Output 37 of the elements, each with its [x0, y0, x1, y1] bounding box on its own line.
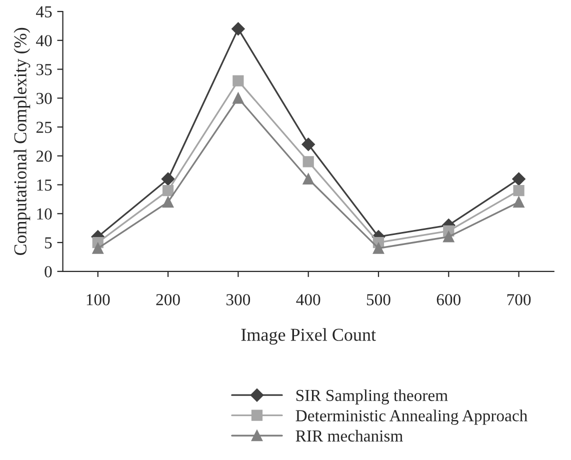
point [161, 172, 175, 186]
point [302, 138, 315, 151]
point [443, 231, 454, 242]
point [162, 184, 174, 196]
x-tick-label: 500 [366, 294, 390, 306]
x-tick-label: 700 [507, 294, 531, 306]
point [302, 173, 314, 185]
x-axis-title: Image Pixel Count [241, 328, 376, 345]
y-tick-label: 25 [36, 122, 52, 133]
point [513, 196, 524, 208]
point [232, 75, 244, 86]
legend-label: Deterministic Annealing Approach [296, 410, 528, 425]
y-tick-label: 5 [45, 237, 52, 248]
x-tick-label: 600 [436, 294, 461, 306]
legend-label: RIR mechanism [296, 430, 403, 442]
y-tick-label: 40 [36, 35, 52, 46]
y-tick-label: 35 [36, 64, 52, 76]
legend-label: SIR Sampling theorem [296, 389, 448, 405]
y-tick-label: 0 [44, 266, 52, 278]
point [232, 22, 245, 36]
point [232, 92, 244, 104]
x-tick-label: 100 [86, 294, 110, 306]
point [513, 184, 524, 196]
y-tick-label: 10 [37, 208, 52, 220]
y-tick-label: 20 [36, 150, 52, 162]
x-tick-label: 200 [156, 294, 180, 306]
point [372, 242, 384, 254]
x-tick-label: 400 [296, 294, 320, 306]
y-tick-label: 15 [37, 180, 52, 191]
point [92, 242, 104, 254]
y-tick-label: 30 [36, 92, 52, 104]
y-tick-label: 45 [36, 6, 52, 18]
point [162, 196, 174, 208]
x-tick-label: 300 [226, 294, 250, 306]
point [302, 156, 314, 168]
point [512, 172, 526, 186]
y-axis-title: Computational Complexity (%) [14, 28, 30, 256]
